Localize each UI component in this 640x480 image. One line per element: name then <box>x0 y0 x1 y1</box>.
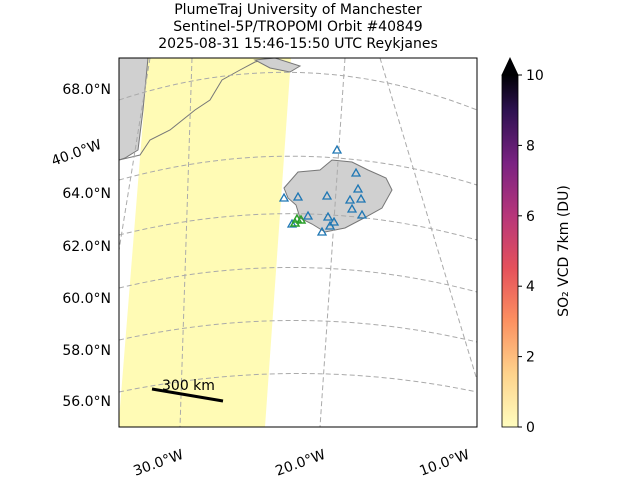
lon-label: 30.0°W <box>131 447 185 480</box>
map: 300 km <box>119 58 477 427</box>
lat-label: 64.0°N <box>62 186 111 202</box>
lon-label: 20.0°W <box>273 447 327 480</box>
colorbar-tick-label: 2 <box>526 350 535 366</box>
map-frame <box>118 57 478 428</box>
scale-bar-label: 300 km <box>162 378 215 394</box>
lat-labels: 68.0°N 64.0°N 62.0°N 60.0°N 58.0°N 56.0°… <box>62 82 111 410</box>
colorbar-tick-label: 4 <box>526 279 535 295</box>
colorbar-tick-label: 8 <box>526 138 535 154</box>
colorbar-body <box>501 74 519 428</box>
colorbar-tick-label: 10 <box>526 68 544 84</box>
colorbar: SO₂ VCD 7km (DU) 0 2 4 6 8 10 <box>501 57 572 436</box>
stations <box>278 144 368 236</box>
title-line: Sentinel-5P/TROPOMI Orbit #40849 <box>173 19 422 35</box>
lat-label: 60.0°N <box>62 291 111 307</box>
swath <box>119 58 291 427</box>
lon-label: 40.0°W <box>49 137 103 170</box>
greenland <box>119 58 149 161</box>
lon-label: 10.0°W <box>417 447 471 480</box>
colorbar-tick-label: 0 <box>526 420 535 436</box>
lat-label: 58.0°N <box>62 343 111 359</box>
coast <box>119 58 271 161</box>
title-line: 2025-08-31 15:46-15:50 UTC Reykjanes <box>158 36 438 52</box>
title-line: PlumeTraj University of Manchester <box>174 2 422 18</box>
lat-label: 56.0°N <box>62 394 111 410</box>
lat-label: 68.0°N <box>62 82 111 98</box>
colorbar-label: SO₂ VCD 7km (DU) <box>556 185 572 317</box>
colorbar-extend <box>501 57 519 76</box>
title: PlumeTraj University of Manchester Senti… <box>158 2 438 52</box>
vents <box>289 213 307 227</box>
colorbar-tick-label: 6 <box>526 209 535 225</box>
scale-bar <box>151 387 224 403</box>
lat-label: 62.0°N <box>62 239 111 255</box>
